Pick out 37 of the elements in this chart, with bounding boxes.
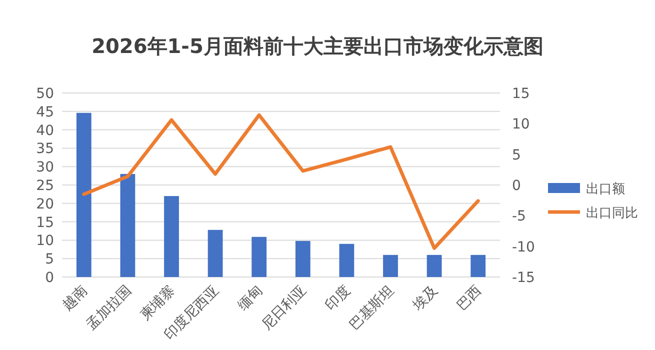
- x-tick-label: 印度: [322, 282, 354, 314]
- bar: [76, 112, 92, 277]
- y-tick-label: 40: [36, 122, 54, 139]
- bar: [208, 230, 223, 277]
- y-tick-label: 30: [36, 160, 54, 176]
- y2-tick-label: 15: [512, 86, 530, 102]
- bar: [164, 196, 179, 277]
- x-tick-label: 越南: [60, 282, 91, 314]
- bar: [120, 174, 136, 277]
- bar: [470, 254, 486, 277]
- x-tick-label: 巴西: [454, 282, 485, 314]
- y2-tick-label: 10: [512, 116, 530, 133]
- bar: [252, 236, 267, 277]
- y-tick-label: 50: [36, 86, 54, 102]
- y-tick-label: 0: [45, 270, 54, 286]
- y-tick-label: 10: [36, 233, 54, 250]
- x-tick-label: 埃及: [409, 282, 442, 314]
- y2-tick-label: -10: [512, 239, 535, 256]
- legend-label: 出口额: [586, 182, 625, 197]
- y2-tick-label: -5: [512, 208, 526, 225]
- bar: [383, 254, 398, 277]
- y2-tick-label: -15: [512, 270, 535, 286]
- y-tick-label: 20: [36, 196, 54, 212]
- y-tick-label: 25: [36, 178, 54, 194]
- y-tick-label: 15: [36, 214, 54, 231]
- y2-tick-label: 0: [512, 178, 521, 194]
- x-tick-label: 缅甸: [234, 282, 266, 314]
- chart-title: 2026年1-5月面料前十大主要出口市场变化示意图: [92, 34, 544, 58]
- y-tick-label: 35: [36, 141, 54, 158]
- y2-tick-label: 5: [512, 147, 521, 164]
- bar: [426, 254, 442, 277]
- legend-label: 出口同比: [586, 206, 638, 221]
- bar: [295, 240, 310, 277]
- bar: [339, 244, 354, 277]
- line-series: [82, 113, 480, 250]
- y-tick-label: 5: [45, 252, 54, 268]
- y-tick-label: 45: [36, 104, 54, 120]
